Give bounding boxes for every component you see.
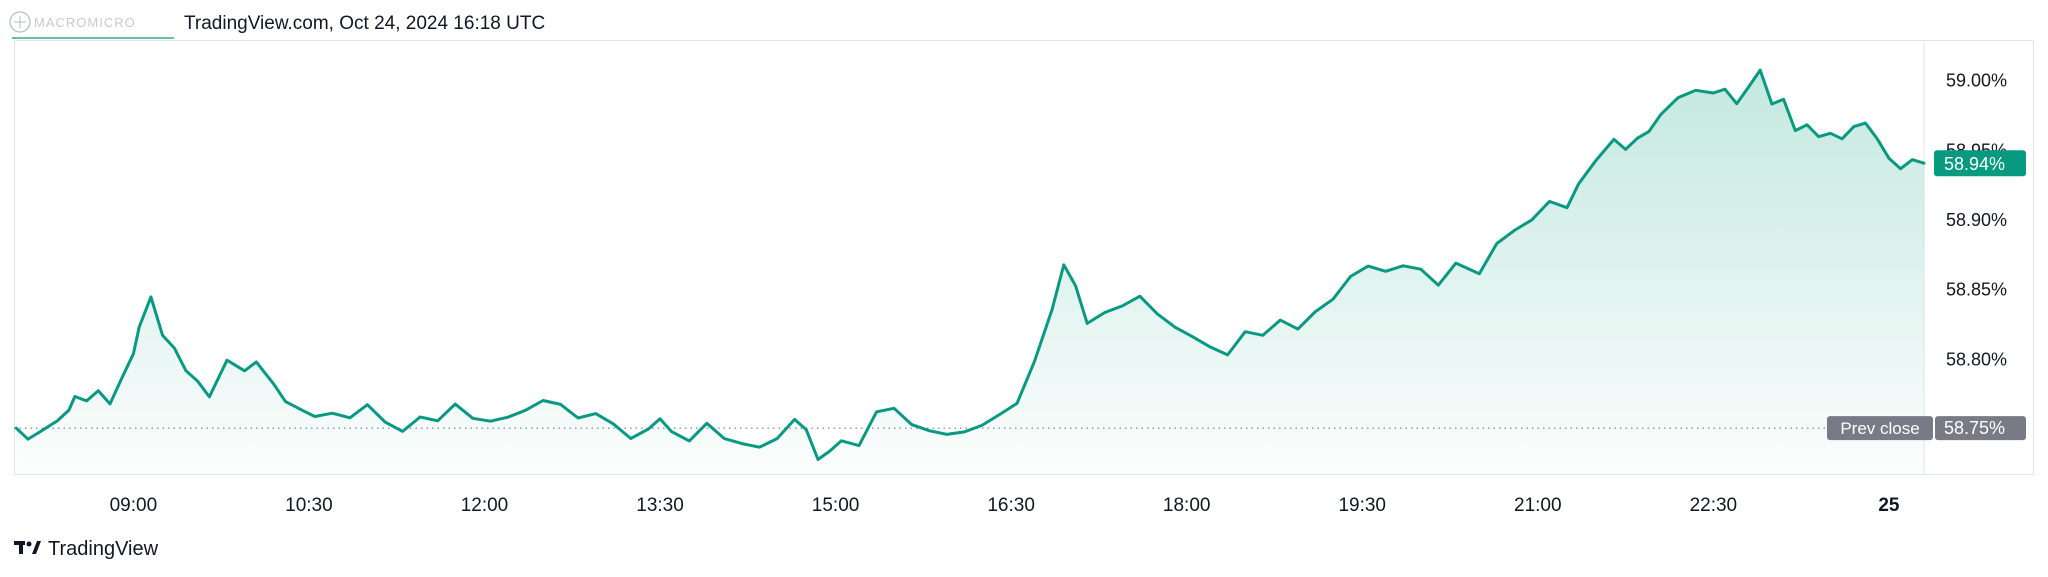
series-line [14, 68, 1926, 461]
y-tick-label: 58.80% [1946, 349, 2007, 369]
footer: TradingView [14, 538, 158, 561]
chart-border [14, 40, 2034, 475]
series-area-fill [16, 70, 1924, 474]
x-tick-label: 10:30 [285, 495, 333, 516]
chart-svg: 59.00%58.95%58.90%58.85%58.80%09:0010:30… [14, 40, 2034, 516]
prev-close-value-text: 58.75% [1944, 418, 2005, 438]
x-tick-label: 22:30 [1690, 495, 1738, 516]
last-value-badge [1934, 150, 2026, 177]
x-tick-label: 21:00 [1514, 495, 1562, 516]
x-tick-label: 19:30 [1338, 495, 1386, 516]
watermark-logo: MACROMICRO [8, 8, 178, 40]
prev-close-value-badge [1935, 416, 2026, 441]
x-tick-label: 15:00 [812, 495, 860, 516]
x-tick-label: 12:00 [461, 495, 509, 516]
x-tick-label: 16:30 [987, 495, 1035, 516]
watermark-text: MACROMICRO [34, 15, 136, 30]
prev-close-tag-text: Prev close [1840, 419, 1919, 438]
chart-header: MACROMICRO TradingView.com, Oct 24, 2024… [8, 6, 545, 42]
tradingview-logo-icon [14, 538, 42, 561]
chart-area[interactable]: 59.00%58.95%58.90%58.85%58.80%09:0010:30… [14, 40, 2034, 524]
last-value-text: 58.94% [1944, 154, 2005, 174]
prev-close-tag-badge [1827, 416, 1933, 441]
x-tick-label: 09:00 [110, 495, 158, 516]
x-tick-label: 25 [1878, 495, 1900, 516]
chart-source-line: TradingView.com, Oct 24, 2024 16:18 UTC [184, 13, 546, 34]
x-tick-label: 18:00 [1163, 495, 1211, 516]
footer-brand: TradingView [48, 538, 159, 560]
y-tick-label: 59.00% [1946, 71, 2007, 91]
y-tick-label: 58.85% [1946, 280, 2007, 300]
y-tick-label: 58.90% [1946, 210, 2007, 230]
x-tick-label: 13:30 [636, 495, 684, 516]
